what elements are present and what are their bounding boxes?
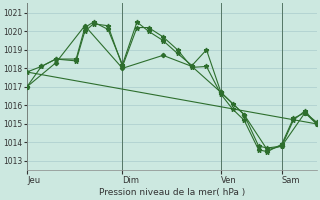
- X-axis label: Pression niveau de la mer( hPa ): Pression niveau de la mer( hPa ): [99, 188, 245, 197]
